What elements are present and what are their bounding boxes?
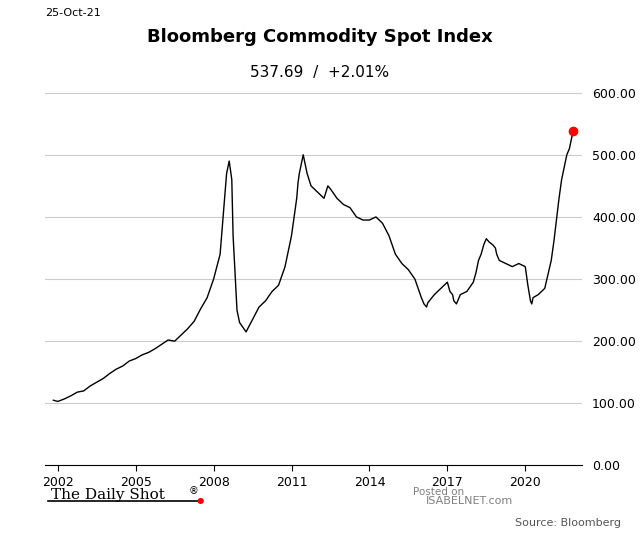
- Text: ®: ®: [189, 486, 198, 496]
- Text: Source: Bloomberg: Source: Bloomberg: [515, 518, 621, 528]
- Text: 25-Oct-21: 25-Oct-21: [45, 9, 100, 18]
- Text: The Daily Shot: The Daily Shot: [51, 488, 165, 502]
- Text: ●: ●: [196, 496, 204, 505]
- Text: Posted on: Posted on: [413, 487, 464, 497]
- Text: 537.69  /  +2.01%: 537.69 / +2.01%: [250, 65, 390, 80]
- Text: Bloomberg Commodity Spot Index: Bloomberg Commodity Spot Index: [147, 28, 493, 47]
- Text: ISABELNET.com: ISABELNET.com: [426, 496, 513, 506]
